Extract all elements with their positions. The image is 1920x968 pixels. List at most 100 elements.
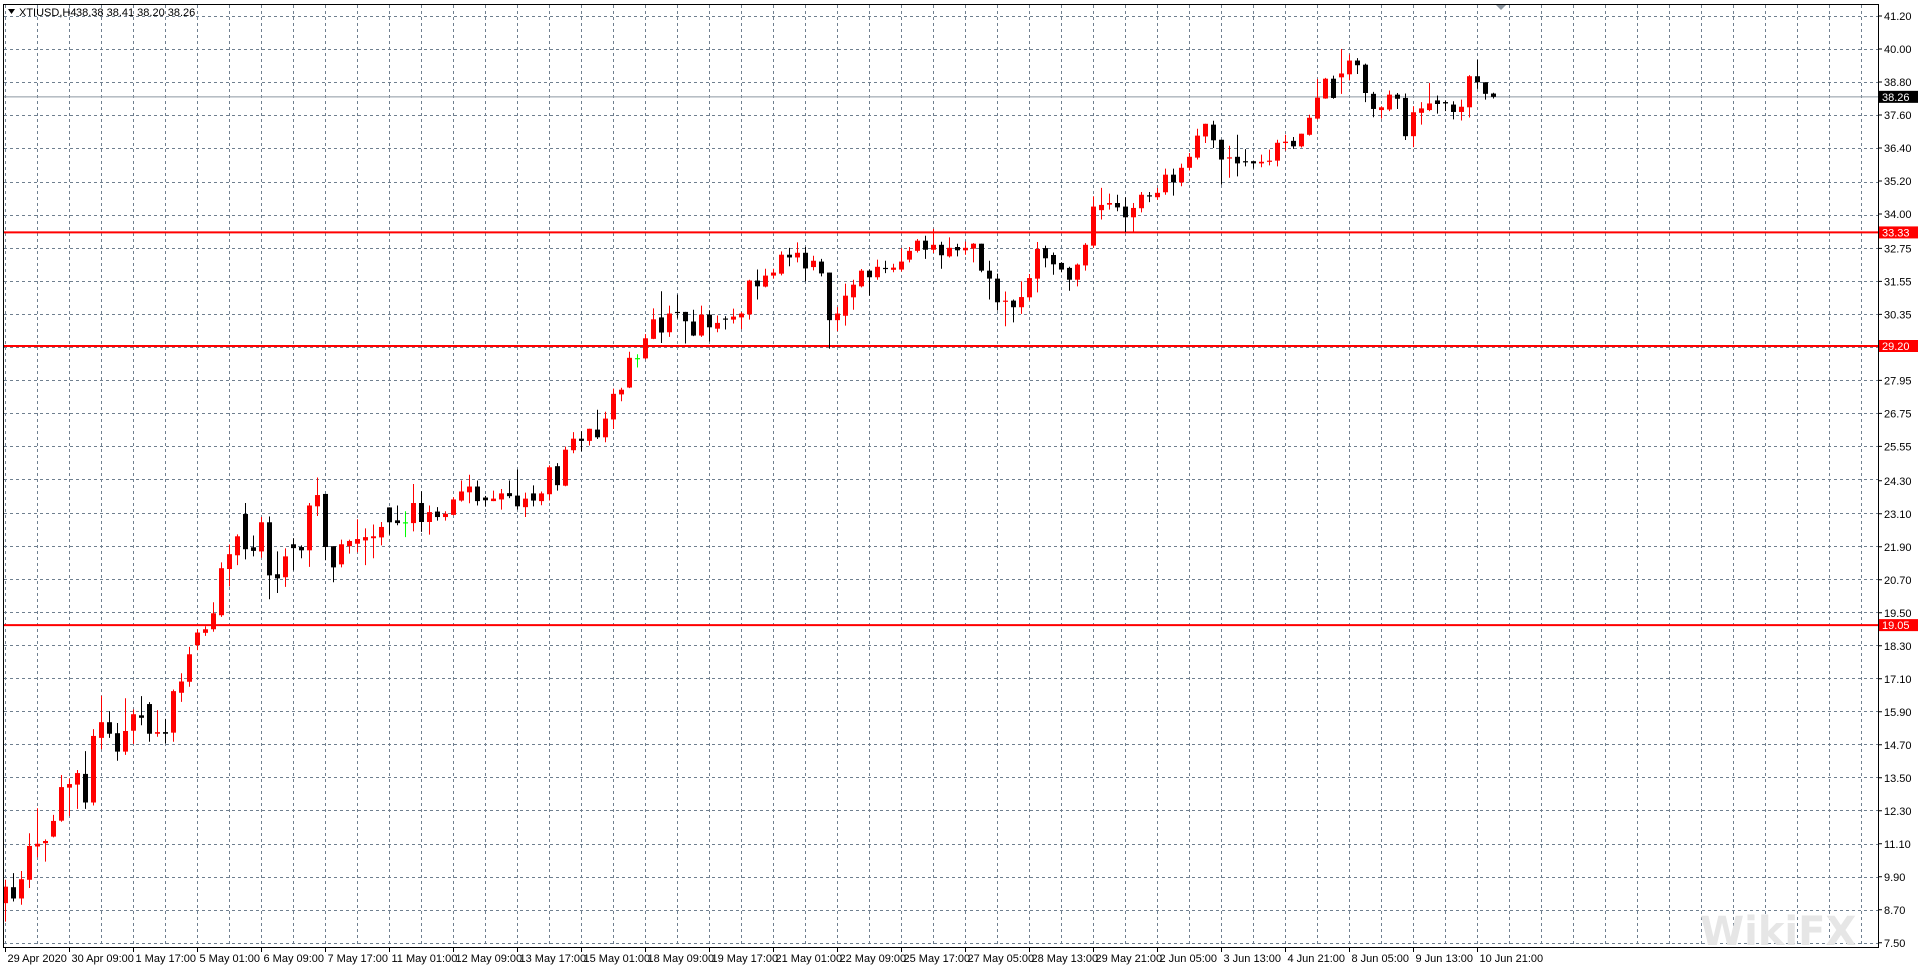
time-axis[interactable]: 29 Apr 2020 30 Apr 09:00 1 May 17:00 5 May … — [5, 947, 1544, 965]
candle-body — [1235, 156, 1240, 164]
candle-body — [995, 278, 1000, 303]
candle — [1083, 243, 1088, 271]
candle-body — [811, 260, 816, 268]
candle — [971, 243, 976, 263]
candle — [251, 535, 256, 557]
candle — [267, 516, 272, 600]
candle — [451, 497, 456, 516]
candle-body — [867, 270, 872, 278]
candle-body — [803, 252, 808, 269]
candle-body — [555, 466, 560, 486]
candle — [1051, 252, 1056, 275]
time-tick-label: 10 Jun 21:00 — [1480, 953, 1544, 965]
candle — [963, 241, 968, 255]
candle — [931, 228, 936, 254]
candle — [1075, 263, 1080, 287]
candle — [443, 511, 448, 521]
candle-body — [835, 313, 840, 321]
candle-body — [107, 722, 112, 734]
time-tick-label: 30 Apr 09:00 — [72, 953, 134, 965]
candle-body — [1411, 112, 1416, 137]
candle-body — [427, 512, 432, 522]
candle — [1107, 193, 1112, 210]
candle — [371, 524, 376, 559]
time-tick-label: 28 May 13:00 — [1032, 953, 1099, 965]
candle-body — [571, 438, 576, 451]
candle-body — [315, 495, 320, 507]
candle — [1003, 291, 1008, 327]
candle — [491, 490, 496, 502]
candle-body — [691, 321, 696, 336]
time-tick-label: 29 May 21:00 — [1096, 953, 1163, 965]
price-tick-label: 23.10 — [1884, 509, 1912, 521]
candle — [35, 808, 40, 858]
candle-body — [627, 357, 632, 388]
candle — [1467, 75, 1472, 118]
candle-body — [1043, 248, 1048, 259]
price-tick-label: 34.00 — [1884, 209, 1912, 221]
candle — [979, 243, 984, 273]
candle-body — [299, 547, 304, 551]
candle — [1283, 134, 1288, 151]
candle — [1299, 133, 1304, 148]
time-tick-label: 11 May 01:00 — [392, 953, 458, 965]
candle — [123, 698, 128, 755]
candle-body — [1315, 97, 1320, 119]
candle-body — [651, 319, 656, 339]
candle — [507, 480, 512, 499]
candle — [315, 477, 320, 516]
candle-body — [499, 493, 504, 500]
candle-body — [291, 544, 296, 549]
candle-body — [1419, 108, 1424, 113]
candle-body — [875, 266, 880, 278]
candle-body — [59, 787, 64, 821]
candle-body — [923, 240, 928, 250]
price-axis[interactable]: 41.20 40.00 38.80 37.60 36.40 35.20 34.00 32.75… — [1878, 11, 1912, 950]
candle — [1403, 93, 1408, 141]
candle-body — [563, 449, 568, 486]
candle — [1379, 106, 1384, 119]
candle-body — [419, 503, 424, 522]
candle-body — [1267, 160, 1272, 162]
candle-body — [1459, 106, 1464, 112]
candle — [1139, 192, 1144, 213]
chart-shift-marker-icon[interactable] — [1496, 5, 1506, 10]
candle — [619, 387, 624, 402]
candle-body — [1451, 104, 1456, 112]
candle — [547, 465, 552, 501]
price-tick-label: 32.75 — [1884, 243, 1912, 255]
candle-body — [619, 389, 624, 395]
candle — [651, 308, 656, 340]
candle — [155, 710, 160, 737]
candle-body — [171, 691, 176, 733]
candle — [307, 503, 312, 567]
candle-body — [1483, 82, 1488, 94]
time-tick-label: 3 Jun 13:00 — [1224, 953, 1282, 965]
candle — [587, 428, 592, 446]
dropdown-triangle-icon[interactable] — [8, 9, 15, 14]
candle-body — [547, 467, 552, 495]
price-tick-label: 7.50 — [1884, 938, 1905, 950]
candle — [387, 507, 392, 535]
candle — [763, 268, 768, 288]
candle — [819, 258, 824, 277]
candle-body — [1467, 76, 1472, 108]
horizontal-levels[interactable]: 38.26 33.33 29.20 19.05 — [4, 90, 1918, 632]
candle-body — [579, 438, 584, 441]
candle-body — [1283, 141, 1288, 144]
candle — [427, 505, 432, 535]
candle — [499, 489, 504, 510]
candle-body — [307, 505, 312, 551]
candle — [435, 507, 440, 521]
candle-body — [971, 243, 976, 249]
candle-body — [891, 267, 896, 270]
candle — [299, 545, 304, 559]
candle — [347, 539, 352, 554]
candle — [411, 484, 416, 532]
candle-body — [379, 526, 384, 538]
candle — [131, 709, 136, 744]
candle — [99, 695, 104, 750]
price-tick-label: 15.90 — [1884, 707, 1912, 719]
candle-body — [67, 784, 72, 788]
